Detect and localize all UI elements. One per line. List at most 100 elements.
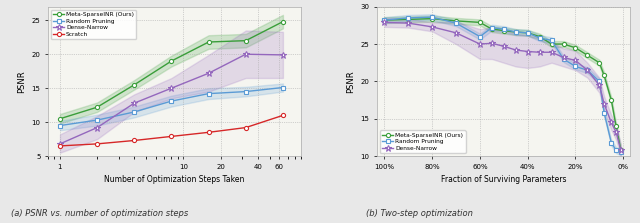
Random Pruning [512, 31, 520, 33]
Dense-Narrow [279, 54, 287, 56]
Random Pruning [595, 80, 603, 83]
Legend: Meta-SparseINR (Ours), Random Pruning, Dense-Narrow, Scratch: Meta-SparseINR (Ours), Random Pruning, D… [51, 10, 136, 39]
Meta-SparseINR (Ours) [476, 21, 484, 24]
Dense-Narrow [536, 51, 543, 54]
Line: Dense-Narrow: Dense-Narrow [381, 19, 624, 154]
Random Pruning [404, 17, 412, 19]
Meta-SparseINR (Ours) [600, 74, 608, 77]
Meta-SparseINR (Ours) [524, 31, 531, 34]
Dense-Narrow [572, 59, 579, 62]
Dense-Narrow [205, 72, 212, 74]
Dense-Narrow [524, 50, 531, 53]
Meta-SparseINR (Ours) [559, 43, 567, 45]
Dense-Narrow [56, 142, 64, 145]
Meta-SparseINR (Ours) [242, 39, 250, 42]
Dense-Narrow [600, 102, 608, 105]
Dense-Narrow [617, 149, 625, 151]
Random Pruning [488, 26, 496, 29]
Line: Dense-Narrow: Dense-Narrow [56, 51, 287, 147]
Meta-SparseINR (Ours) [168, 60, 175, 62]
Scratch [205, 131, 212, 134]
Random Pruning [279, 86, 287, 89]
Scratch [93, 142, 101, 145]
Meta-SparseINR (Ours) [612, 125, 620, 128]
Random Pruning [452, 22, 460, 25]
Random Pruning [607, 141, 615, 144]
Dense-Narrow [488, 42, 496, 45]
Random Pruning [548, 39, 556, 42]
Scratch [56, 145, 64, 147]
Meta-SparseINR (Ours) [488, 28, 496, 30]
Random Pruning [242, 90, 250, 93]
Line: Random Pruning: Random Pruning [58, 85, 285, 128]
Line: Meta-SparseINR (Ours): Meta-SparseINR (Ours) [58, 20, 285, 121]
Random Pruning [524, 31, 531, 34]
Dense-Narrow [559, 56, 567, 59]
Scratch [168, 135, 175, 138]
Random Pruning [205, 92, 212, 95]
X-axis label: Number of Optimization Steps Taken: Number of Optimization Steps Taken [104, 175, 244, 184]
Meta-SparseINR (Ours) [428, 17, 436, 20]
Meta-SparseINR (Ours) [607, 99, 615, 101]
Random Pruning [93, 119, 101, 122]
Meta-SparseINR (Ours) [572, 46, 579, 49]
Meta-SparseINR (Ours) [500, 29, 508, 32]
Meta-SparseINR (Ours) [452, 20, 460, 22]
Text: (a) PSNR vs. number of optimization steps: (a) PSNR vs. number of optimization step… [11, 209, 188, 218]
Meta-SparseINR (Ours) [595, 61, 603, 64]
Random Pruning [617, 151, 625, 154]
Dense-Narrow [93, 126, 101, 129]
Scratch [242, 126, 250, 129]
Random Pruning [600, 112, 608, 114]
Meta-SparseINR (Ours) [548, 43, 556, 45]
Legend: Meta-SparseINR (Ours), Random Pruning, Dense-Narrow: Meta-SparseINR (Ours), Random Pruning, D… [380, 130, 465, 153]
Random Pruning [56, 124, 64, 127]
Dense-Narrow [595, 84, 603, 87]
Dense-Narrow [168, 87, 175, 89]
Dense-Narrow [584, 69, 591, 72]
Scratch [131, 139, 138, 142]
Meta-SparseINR (Ours) [536, 35, 543, 38]
Meta-SparseINR (Ours) [131, 83, 138, 86]
Scratch [279, 114, 287, 117]
Random Pruning [500, 28, 508, 30]
Text: (b) Two-step optimization: (b) Two-step optimization [366, 209, 472, 218]
Random Pruning [536, 37, 543, 39]
Dense-Narrow [500, 45, 508, 48]
Meta-SparseINR (Ours) [56, 117, 64, 120]
Meta-SparseINR (Ours) [512, 31, 520, 33]
Dense-Narrow [131, 102, 138, 104]
Random Pruning [476, 35, 484, 38]
Dense-Narrow [381, 21, 388, 24]
Dense-Narrow [428, 25, 436, 28]
Random Pruning [168, 100, 175, 102]
Meta-SparseINR (Ours) [381, 19, 388, 21]
Random Pruning [428, 16, 436, 19]
Random Pruning [559, 58, 567, 60]
Dense-Narrow [512, 49, 520, 51]
Meta-SparseINR (Ours) [279, 20, 287, 23]
Meta-SparseINR (Ours) [617, 149, 625, 151]
Line: Random Pruning: Random Pruning [382, 15, 623, 155]
Dense-Narrow [242, 53, 250, 56]
Dense-Narrow [404, 22, 412, 25]
Meta-SparseINR (Ours) [404, 18, 412, 21]
X-axis label: Fraction of Surviving Parameters: Fraction of Surviving Parameters [441, 175, 566, 184]
Meta-SparseINR (Ours) [93, 106, 101, 109]
Meta-SparseINR (Ours) [584, 54, 591, 57]
Random Pruning [584, 69, 591, 72]
Dense-Narrow [612, 131, 620, 134]
Line: Scratch: Scratch [58, 113, 285, 148]
Random Pruning [131, 111, 138, 113]
Meta-SparseINR (Ours) [205, 41, 212, 43]
Dense-Narrow [452, 31, 460, 34]
Line: Meta-SparseINR (Ours): Meta-SparseINR (Ours) [382, 17, 623, 152]
Y-axis label: PSNR: PSNR [346, 70, 355, 93]
Y-axis label: PSNR: PSNR [17, 70, 26, 93]
Random Pruning [612, 149, 620, 151]
Dense-Narrow [607, 121, 615, 124]
Random Pruning [572, 65, 579, 68]
Random Pruning [381, 19, 388, 21]
Dense-Narrow [476, 43, 484, 45]
Dense-Narrow [548, 51, 556, 54]
